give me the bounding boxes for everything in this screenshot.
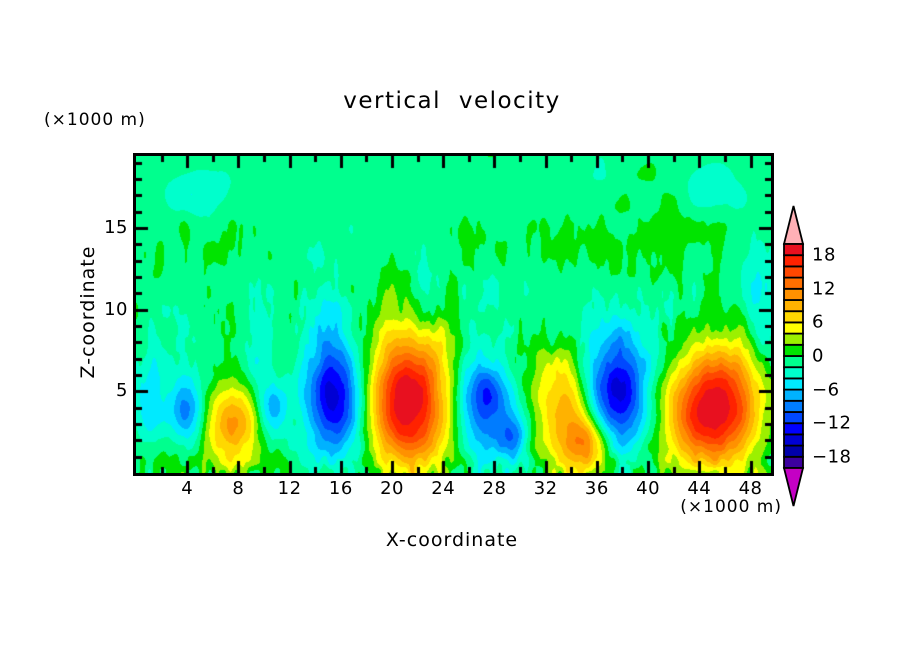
x-tick-label: 36: [584, 478, 609, 499]
colorbar-label: 12: [812, 278, 836, 300]
colorbar-segment: [783, 399, 804, 413]
z-axis-label: Z-coordinate: [77, 245, 99, 379]
z-tick-label: 5: [116, 380, 128, 402]
colorbar-segment: [783, 299, 804, 313]
colorbar-segment: [783, 411, 804, 425]
colorbar-label: −12: [812, 412, 852, 434]
colorbar-segment: [783, 377, 804, 391]
contour-field-canvas: [136, 156, 771, 473]
colorbar-segment: [783, 254, 804, 268]
x-tick-label: 12: [277, 478, 302, 499]
x-tick-label: 28: [482, 478, 507, 499]
x-axis-unit-label: (×1000 m): [680, 497, 782, 517]
x-tick-label: 24: [431, 478, 456, 499]
x-tick-label: 16: [328, 478, 353, 499]
colorbar-segment: [783, 265, 804, 279]
z-tick-label: 10: [104, 298, 128, 320]
plot-title: vertical velocity: [343, 88, 561, 114]
colorbar-segment: [783, 343, 804, 357]
x-tick-label: 32: [533, 478, 558, 499]
x-tick-label: 40: [636, 478, 661, 499]
colorbar-segment: [783, 455, 804, 469]
colorbar-segment: [783, 332, 804, 346]
colorbar-segment: [783, 388, 804, 402]
z-axis-unit-label: (×1000 m): [44, 110, 146, 130]
colorbar-label: −6: [812, 379, 840, 401]
z-tick-label: 15: [104, 216, 128, 238]
colorbar-segment: [783, 243, 804, 257]
x-tick-label: 44: [687, 478, 712, 499]
colorbar-segment: [783, 287, 804, 301]
x-axis-label: X-coordinate: [385, 529, 519, 551]
colorbar-segment: [783, 355, 804, 369]
x-tick-label: 48: [738, 478, 763, 499]
colorbar-label: 18: [812, 244, 836, 266]
x-tick-label: 8: [232, 478, 245, 499]
x-tick-label: 4: [181, 478, 194, 499]
colorbar-label: −18: [812, 446, 852, 468]
colorbar-segment: [783, 310, 804, 324]
colorbar-label: 6: [812, 311, 824, 333]
colorbar-segment: [783, 433, 804, 447]
colorbar-segment: [783, 444, 804, 458]
colorbar-segment: [783, 366, 804, 380]
plot-frame: [133, 153, 774, 476]
x-tick-label: 20: [380, 478, 404, 499]
colorbar-under-arrow: [782, 467, 805, 507]
colorbar-segment: [783, 321, 804, 335]
colorbar-label: 0: [812, 345, 824, 367]
colorbar-segment: [783, 422, 804, 436]
colorbar-segment: [783, 276, 804, 290]
colorbar: [782, 205, 805, 507]
colorbar-over-arrow: [782, 205, 805, 245]
